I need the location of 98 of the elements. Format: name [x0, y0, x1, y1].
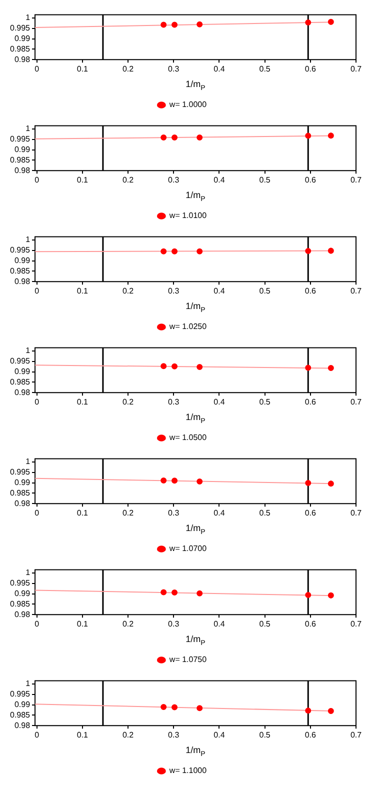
y-tick-label: 1 — [26, 346, 31, 356]
x-tick-label: 0 — [34, 730, 40, 740]
y-tick-label: 0.98 — [14, 276, 31, 286]
y-tick-label: 0.985 — [10, 599, 31, 608]
x-tick-label: 0.7 — [350, 64, 362, 74]
x-tick-label: 0.4 — [214, 64, 226, 74]
x-tick-label: 0.2 — [122, 286, 134, 296]
y-tick-label: 1 — [26, 568, 31, 578]
y-tick-label: 0.995 — [10, 578, 31, 588]
y-tick-label: 1 — [26, 124, 31, 134]
x-tick-label: 0.5 — [259, 730, 271, 740]
y-tick-label: 0.985 — [10, 710, 31, 720]
y-tick-label: 0.985 — [10, 377, 31, 386]
x-tick-label: 0 — [34, 286, 40, 296]
x-tick-label: 0.4 — [214, 620, 226, 629]
x-tick-label: 0.3 — [168, 620, 180, 629]
x-tick-label: 0.4 — [214, 398, 226, 407]
y-tick-label: 0.99 — [14, 256, 31, 265]
x-tick-label: 0 — [34, 64, 40, 74]
x-tick-label: 0 — [34, 620, 40, 629]
x-tick-label: 0.6 — [304, 398, 317, 407]
x-tick-label: 0.3 — [168, 398, 180, 407]
x-tick-label: 0.2 — [122, 730, 134, 740]
y-tick-label: 0.99 — [14, 34, 31, 43]
x-tick-label: 0.6 — [304, 508, 317, 518]
x-tick-label: 0.4 — [214, 730, 226, 740]
x-tick-label: 0.6 — [304, 286, 317, 296]
x-tick-label: 0.1 — [76, 730, 89, 740]
x-tick-label: 0.7 — [350, 286, 362, 296]
x-tick-label: 0.1 — [76, 286, 89, 296]
y-tick-label: 0.98 — [14, 54, 31, 64]
x-tick-label: 0.5 — [259, 620, 271, 629]
x-tick-label: 0.7 — [350, 620, 362, 629]
x-tick-label: 0.3 — [168, 508, 180, 518]
y-tick-label: 0.985 — [10, 155, 31, 164]
x-tick-label: 0.6 — [304, 64, 317, 74]
x-tick-label: 0 — [34, 398, 40, 407]
x-tick-label: 0.6 — [304, 730, 317, 740]
x-tick-label: 0.3 — [168, 176, 180, 185]
x-tick-label: 0.1 — [76, 398, 89, 407]
y-tick-label: 0.985 — [10, 266, 31, 276]
x-tick-label: 0.7 — [350, 176, 362, 185]
y-tick-label: 0.99 — [14, 478, 31, 487]
x-tick-label: 0.5 — [259, 176, 271, 185]
legend-label: w= 1.0750 — [168, 655, 208, 664]
legend-label: w= 1.0500 — [168, 433, 208, 442]
y-tick-label: 0.99 — [14, 588, 31, 598]
x-tick-label: 0.3 — [168, 64, 180, 74]
y-tick-label: 0.98 — [14, 610, 31, 619]
y-tick-label: 0.995 — [10, 690, 31, 699]
x-tick-label: 0.2 — [122, 620, 134, 629]
y-tick-label: 0.98 — [14, 166, 31, 175]
x-tick-label: 0.5 — [259, 286, 271, 296]
legend-label: w= 1.0700 — [168, 544, 208, 554]
x-tick-label: 0 — [34, 176, 40, 185]
legend-label: w= 1.0250 — [168, 322, 208, 332]
x-tick-label: 0.7 — [350, 730, 362, 740]
x-tick-label: 0.2 — [122, 508, 134, 518]
y-tick-label: 0.995 — [10, 356, 31, 366]
x-tick-label: 0.7 — [350, 508, 362, 518]
x-tick-label: 0.3 — [168, 730, 180, 740]
y-tick-label: 0.995 — [10, 468, 31, 477]
x-tick-label: 0.4 — [214, 508, 226, 518]
x-tick-label: 0.3 — [168, 286, 180, 296]
x-tick-label: 0.5 — [259, 398, 271, 407]
legend-label: w= 1.1000 — [168, 766, 208, 776]
y-tick-label: 1 — [26, 679, 31, 688]
legend-label: w= 1.0100 — [168, 211, 208, 220]
y-tick-label: 0.985 — [10, 44, 31, 54]
legend-label: w= 1.0000 — [168, 100, 208, 110]
y-tick-label: 0.995 — [10, 246, 31, 255]
x-tick-label: 0.6 — [304, 620, 317, 629]
x-tick-label: 0.2 — [122, 64, 134, 74]
y-tick-label: 0.99 — [14, 144, 31, 154]
y-tick-label: 0.98 — [14, 498, 31, 508]
y-tick-label: 0.98 — [14, 388, 31, 397]
x-tick-label: 0.1 — [76, 176, 89, 185]
x-tick-label: 0.1 — [76, 620, 89, 629]
y-tick-label: 0.99 — [14, 366, 31, 376]
x-tick-label: 0.1 — [76, 508, 89, 518]
x-tick-label: 0.5 — [259, 64, 271, 74]
y-tick-label: 0.985 — [10, 488, 31, 498]
y-tick-label: 0.995 — [10, 24, 31, 33]
x-tick-label: 0.2 — [122, 398, 134, 407]
x-tick-label: 0.4 — [214, 286, 226, 296]
x-tick-label: 0.2 — [122, 176, 134, 185]
y-tick-label: 1 — [26, 235, 31, 244]
x-tick-label: 0 — [34, 508, 40, 518]
x-tick-label: 0.1 — [76, 64, 89, 74]
x-tick-label: 0.6 — [304, 176, 317, 185]
y-tick-label: 0.995 — [10, 134, 31, 144]
x-tick-label: 0.4 — [214, 176, 226, 185]
y-tick-label: 1 — [26, 457, 31, 466]
y-tick-label: 1 — [26, 13, 31, 22]
x-tick-label: 0.7 — [350, 398, 362, 407]
x-tick-label: 0.5 — [259, 508, 271, 518]
y-tick-label: 0.99 — [14, 700, 31, 709]
y-tick-label: 0.98 — [14, 720, 31, 730]
